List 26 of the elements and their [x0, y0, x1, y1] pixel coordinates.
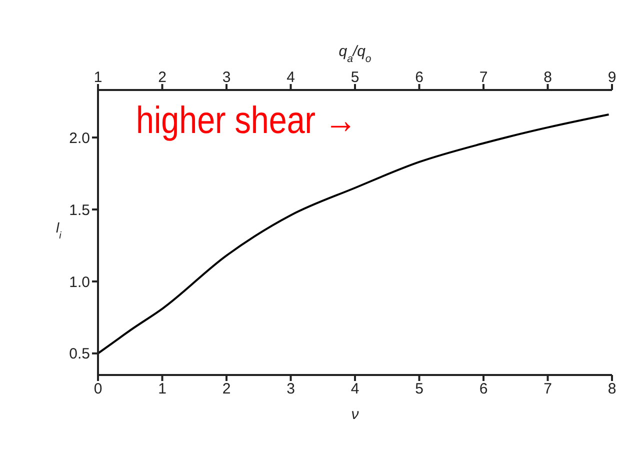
y-tick-label: 1.5: [69, 202, 90, 219]
y-tick-label: 0.5: [69, 346, 90, 363]
x-tick-label: 2: [222, 380, 231, 398]
x-tick-label: 1: [158, 380, 166, 398]
y-axis-title: l$_{i}$: [56, 220, 62, 241]
y-tick-label: 1.0: [69, 274, 90, 291]
x2-tick-label: 7: [479, 69, 488, 86]
x-tick-label: 7: [544, 380, 552, 398]
x2-tick-label: 9: [608, 69, 616, 86]
x2-tick-label: 3: [222, 69, 231, 86]
x-tick-label: 0: [94, 380, 102, 398]
x-tick-label: 6: [479, 380, 488, 398]
x2-tick-label: 6: [415, 69, 424, 86]
x2-tick-label: 1: [94, 69, 102, 86]
x-tick-label: 4: [350, 380, 360, 398]
x-tick-label: 5: [415, 380, 424, 398]
x2-tick-label: 5: [350, 69, 360, 86]
x2-tick-label: 8: [544, 69, 552, 86]
x2-axis-title: q$_{a}$/q$_{o}$: [338, 43, 372, 65]
annotation: higher shear →: [136, 100, 357, 143]
x2-tick-label: 4: [286, 69, 295, 86]
x-tick-label: 8: [608, 380, 616, 398]
x-tick-label: 3: [286, 380, 295, 398]
y-tick-label: 2.0: [69, 130, 90, 147]
x-axis-title: ν: [351, 406, 360, 423]
x2-tick-label: 2: [158, 69, 166, 86]
